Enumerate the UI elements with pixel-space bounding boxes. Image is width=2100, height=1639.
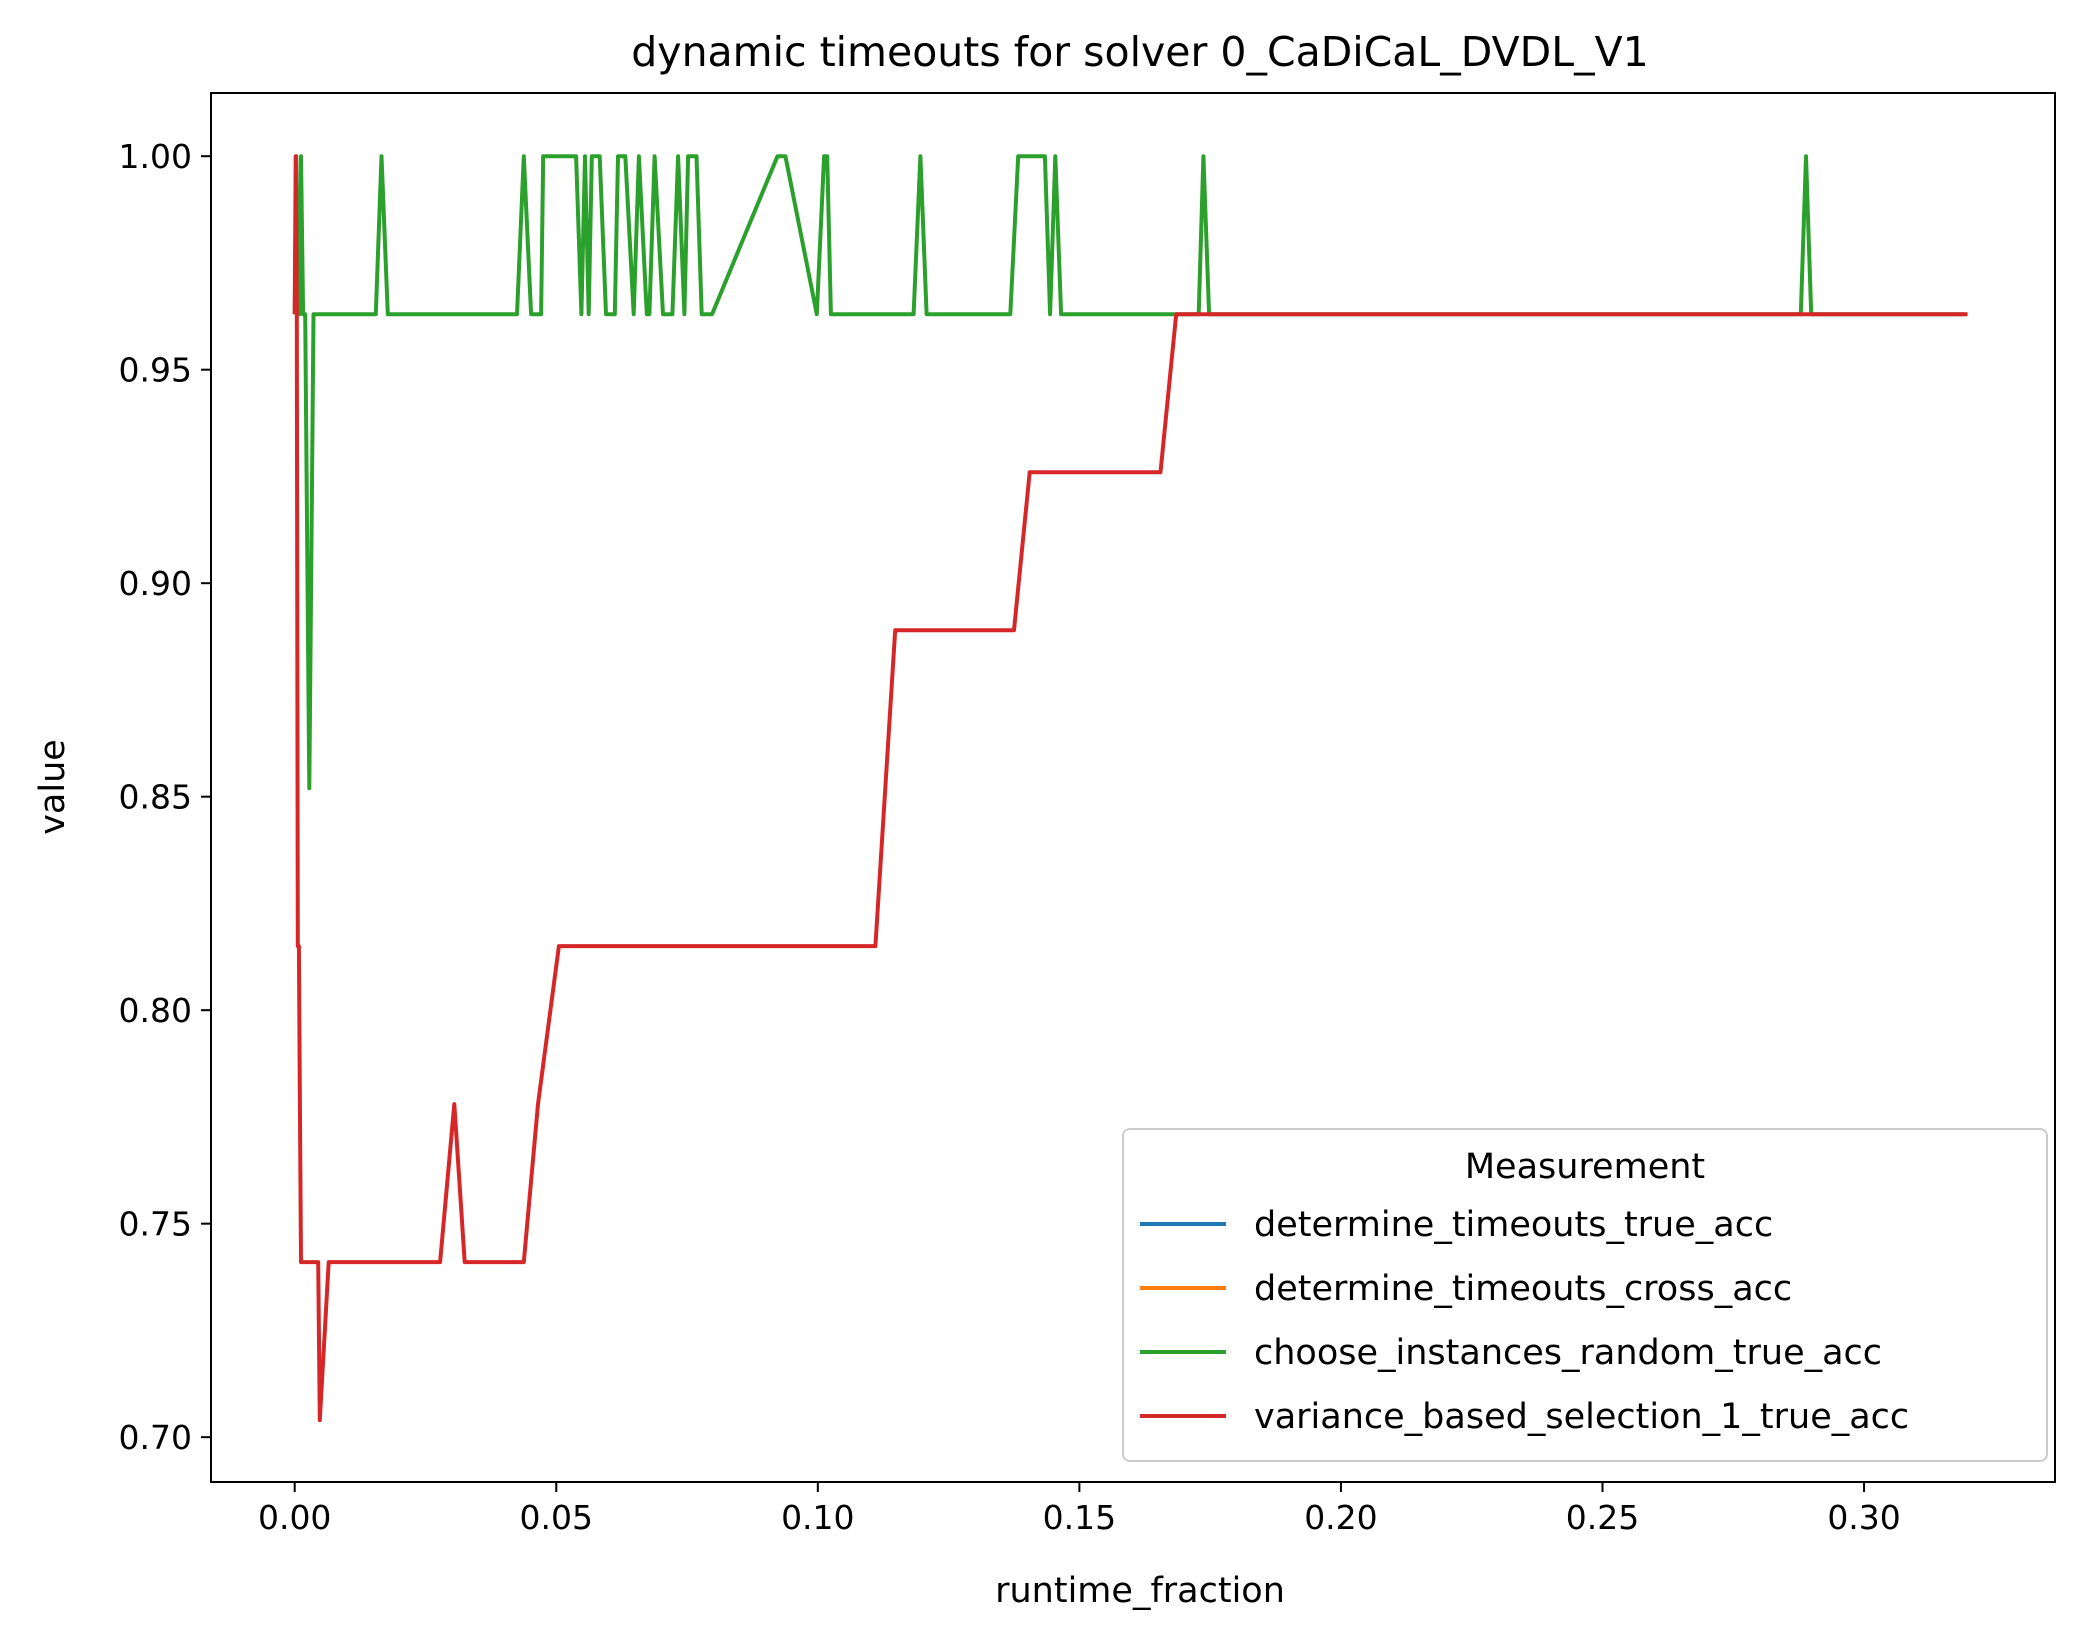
- x-axis-label: runtime_fraction: [995, 1571, 1285, 1611]
- plot-area-frame: [210, 92, 2056, 1483]
- series-line-2: [292, 154, 1965, 791]
- legend: Measurement determine_timeouts_true_accd…: [1122, 1128, 2048, 1462]
- x-tick-label: 0.10: [781, 1498, 854, 1537]
- y-tick-label: 0.85: [119, 778, 192, 817]
- legend-title: Measurement: [1465, 1147, 1705, 1187]
- y-axis-label: value: [33, 739, 73, 835]
- legend-box: [1122, 1128, 2048, 1462]
- y-tick-label: 0.80: [119, 991, 192, 1030]
- plot-lines: [292, 154, 1968, 1423]
- chart-title: dynamic timeouts for solver 0_CaDiCaL_DV…: [631, 28, 1648, 76]
- series-line-3: [292, 154, 1968, 1423]
- x-tick-label: 0.00: [258, 1498, 331, 1537]
- y-tick-label: 0.70: [119, 1418, 192, 1457]
- y-tick-label: 0.90: [119, 564, 192, 603]
- x-tick-label: 0.05: [520, 1498, 593, 1537]
- y-tick-label: 0.95: [119, 351, 192, 390]
- x-tick-label: 0.25: [1566, 1498, 1639, 1537]
- legend-entries: determine_timeouts_true_acc determine_tim…: [1140, 1205, 1909, 1437]
- x-axis-ticks: 0.00 0.05 0.10 0.15 0.20 0.25 0.30: [258, 1482, 1901, 1537]
- legend-label: determine_timeouts_true_acc: [1254, 1205, 1773, 1245]
- legend-label: choose_instances_random_true_acc: [1254, 1333, 1882, 1373]
- legend-label: variance_based_selection_1_true_acc: [1254, 1397, 1909, 1437]
- legend-label: determine_timeouts_cross_acc: [1254, 1269, 1792, 1309]
- y-tick-label: 1.00: [119, 137, 192, 176]
- x-tick-label: 0.15: [1043, 1498, 1116, 1537]
- y-axis-ticks: 0.70 0.75 0.80 0.85 0.90 0.95 1.00: [119, 137, 211, 1457]
- y-tick-label: 0.75: [119, 1205, 192, 1244]
- x-tick-label: 0.30: [1827, 1498, 1900, 1537]
- x-tick-label: 0.20: [1304, 1498, 1377, 1537]
